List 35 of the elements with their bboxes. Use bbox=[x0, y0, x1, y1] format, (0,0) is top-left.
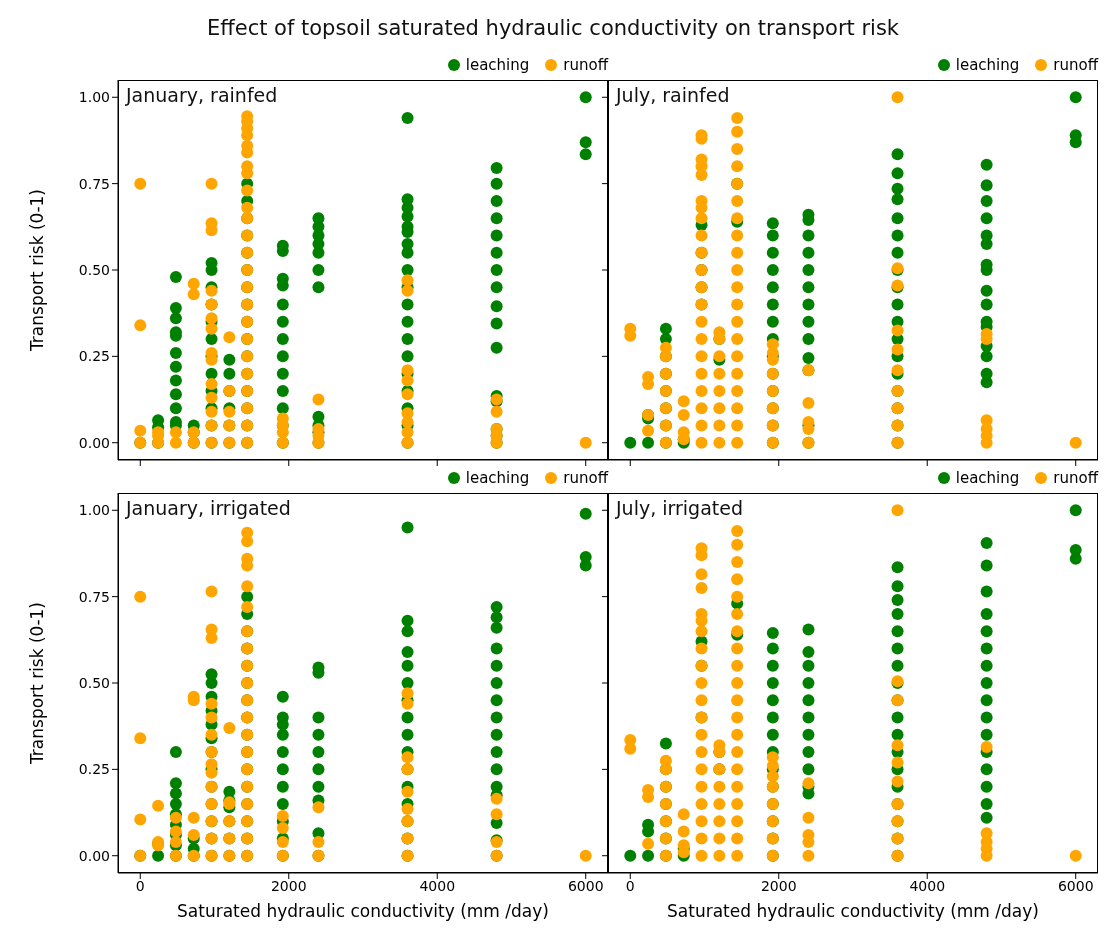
x-tick-label: 2000 bbox=[760, 877, 797, 894]
x-tick-label: 2000 bbox=[270, 877, 307, 894]
x-tick-label: 0 bbox=[135, 877, 145, 894]
legend-label: leaching bbox=[955, 56, 1020, 74]
x-tick-label: 4000 bbox=[909, 877, 946, 894]
y-tick-label: 0.50 bbox=[78, 674, 110, 691]
legend-label: leaching bbox=[465, 469, 530, 487]
legend-label: leaching bbox=[955, 469, 1020, 487]
y-tick-label: 0.00 bbox=[78, 434, 110, 451]
y-tick-label: 1.00 bbox=[78, 89, 110, 106]
legend-label: runoff bbox=[563, 56, 608, 74]
legend-label: runoff bbox=[1053, 56, 1098, 74]
chart-title: January, rainfed bbox=[126, 84, 278, 106]
x-tick-label: 0 bbox=[625, 877, 635, 894]
x-tick-label: 6000 bbox=[567, 877, 604, 894]
text: Effect of topsoil saturated hydraulic conductivity on transport risk bbox=[206, 16, 900, 40]
y-axis-title: Transport risk (0-1) bbox=[27, 601, 48, 766]
y-tick-label: 1.00 bbox=[78, 502, 110, 519]
y-tick-label: 0.00 bbox=[78, 847, 110, 864]
y-tick-label: 0.25 bbox=[78, 761, 110, 778]
chart-title: July, rainfed bbox=[616, 84, 730, 106]
x-tick-label: 4000 bbox=[419, 877, 456, 894]
y-tick-label: 0.75 bbox=[78, 175, 110, 192]
chart-title: July, irrigated bbox=[616, 497, 743, 519]
legend-label: runoff bbox=[563, 469, 608, 487]
legend-label: leaching bbox=[465, 56, 530, 74]
legend-label: runoff bbox=[1053, 469, 1098, 487]
chart-title: January, irrigated bbox=[126, 497, 291, 519]
x-tick-label: 6000 bbox=[1057, 877, 1094, 894]
y-tick-label: 0.75 bbox=[78, 588, 110, 605]
y-tick-label: 0.25 bbox=[78, 348, 110, 365]
y-axis-title: Transport risk (0-1) bbox=[27, 188, 48, 353]
y-tick-label: 0.50 bbox=[78, 261, 110, 278]
x-axis-title: Saturated hydraulic conductivity (mm /day) bbox=[176, 901, 550, 921]
x-axis-title: Saturated hydraulic conductivity (mm /day) bbox=[666, 901, 1040, 921]
